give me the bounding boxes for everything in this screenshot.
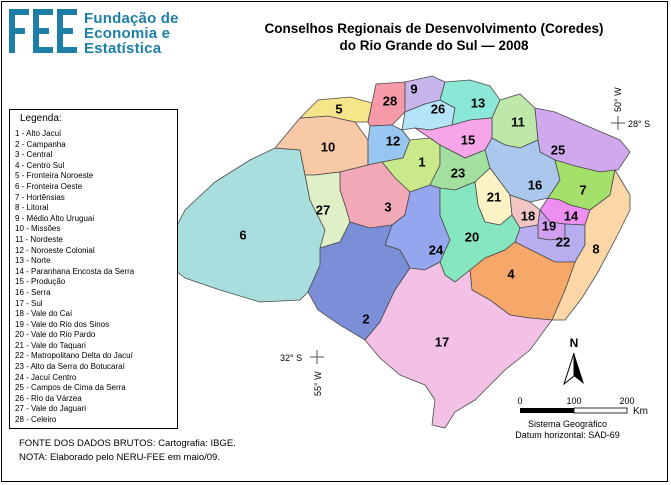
legend-item: 22 - Matropolitano Delta do Jacuí — [15, 351, 133, 361]
region-label-15: 15 — [461, 133, 475, 148]
region-label-16: 16 — [528, 178, 542, 193]
legend-item: 14 - Paranhana Encosta da Serra — [15, 266, 135, 276]
fee-logo: Fundação de Economia e Estatística — [9, 7, 209, 59]
region-label-4: 4 — [507, 267, 515, 282]
geo-system-note: Sistema Geográfico Datum horizontal: SAD… — [505, 419, 630, 441]
fee-logo-mark — [9, 9, 77, 53]
legend-item: 1 - Alto Jacuí — [15, 129, 62, 138]
legend-item: 12 - Noroeste Colonial — [15, 245, 95, 255]
scale-tick-0: 0 — [517, 396, 522, 406]
region-label-2: 2 — [362, 312, 369, 327]
legend-item: 16 - Serra — [15, 287, 51, 297]
legend-list: 1 - Alto Jacuí 2 - Campanha 3 - Central 4 -… — [15, 129, 134, 426]
legend-item: 19 - Vale do Rio dos Sinos — [15, 319, 110, 329]
region-label-21: 21 — [487, 190, 501, 205]
legend-item: 17 - Sul — [15, 298, 43, 308]
legend-item: 4 - Centro Sul — [15, 160, 65, 170]
legend-item: 21 - Vale do Taquari — [15, 340, 86, 350]
legend-item: 8 - Litoral — [15, 203, 49, 213]
geo-system-line-1: Sistema Geográfico — [527, 419, 608, 429]
legend-item: 18 - Vale do Caí — [15, 309, 73, 319]
legend-item: 15 - Produção — [15, 277, 66, 287]
region-6[interactable] — [159, 147, 326, 303]
region-label-6: 6 — [239, 228, 246, 243]
legend-item: 11 - Nordeste — [15, 234, 63, 244]
scale-tick-200: 200 — [619, 396, 634, 406]
region-label-22: 22 — [556, 235, 570, 250]
legend-item: 10 - Missões — [15, 224, 61, 234]
region-label-25: 25 — [551, 143, 565, 158]
coordinate-cross-bottom: 32° S 55° W — [280, 350, 324, 396]
coordinate-cross-top: 28° S 50° W — [611, 87, 650, 130]
footer-source: FONTE DOS DADOS BRUTOS: Cartografia: IBG… — [19, 438, 236, 449]
region-label-20: 20 — [465, 230, 479, 245]
map-title-line-1: Conselhos Regionais de Desenvolvimento (… — [264, 21, 604, 36]
region-label-24: 24 — [429, 243, 444, 258]
region-label-23: 23 — [451, 166, 465, 181]
geo-system-line-2: Datum horizontal: SAD-69 — [515, 430, 620, 440]
region-label-17: 17 — [435, 335, 449, 350]
region-label-19: 19 — [542, 219, 556, 234]
logo-line-2: Economia e — [84, 25, 171, 42]
footer-note: NOTA: Elaborado pelo NERU-FEE em maio/09… — [19, 452, 220, 463]
region-label-18: 18 — [521, 209, 535, 224]
region-label-3: 3 — [384, 200, 391, 215]
legend-item: 2 - Campanha — [15, 139, 66, 149]
legend-item: 13 - Norte — [15, 256, 51, 266]
region-label-28: 28 — [383, 94, 397, 109]
region-label-1: 1 — [418, 155, 425, 170]
legend-item: 6 - Fronteira Oeste — [15, 181, 83, 191]
legend-item: 24 - Jacuí Centro — [15, 372, 77, 382]
legend-box: Legenda: 1 - Alto Jacuí 2 - Campanha 3 - C… — [9, 109, 178, 429]
north-label: N — [570, 336, 579, 350]
region-label-11: 11 — [511, 115, 525, 130]
scale-unit: Km — [633, 406, 648, 417]
lat-label-bottom: 32° S — [280, 353, 302, 363]
region-28[interactable] — [367, 81, 406, 127]
scale-tick-100: 100 — [566, 396, 581, 406]
legend-item: 7 - Hortênsias — [15, 192, 65, 202]
region-label-27: 27 — [316, 203, 330, 218]
lat-label-top: 28° S — [628, 119, 650, 129]
north-arrow-icon: N — [563, 336, 584, 386]
logo-line-1: Fundação de — [84, 10, 179, 27]
legend-item: 26 - Rio da Várzea — [15, 393, 82, 403]
legend-item: 9 - Médio Alto Uruguai — [15, 213, 95, 223]
region-label-14: 14 — [564, 209, 579, 224]
legend-item: 5 - Fronteira Noroeste — [15, 171, 94, 181]
region-label-8: 8 — [592, 242, 599, 257]
legend-item: 25 - Campos de Cima da Serra — [15, 383, 126, 393]
logo-line-3: Estatística — [84, 40, 162, 57]
region-label-7: 7 — [579, 183, 586, 198]
region-label-26: 26 — [431, 102, 445, 117]
region-label-10: 10 — [321, 140, 335, 155]
region-label-9: 9 — [410, 82, 417, 97]
map-title: Conselhos Regionais de Desenvolvimento (… — [224, 20, 644, 54]
legend-item: 28 - Celeiro — [15, 415, 57, 425]
region-label-13: 13 — [471, 96, 485, 111]
scale-bar: 0 100 200 Km — [517, 396, 648, 417]
region-17[interactable] — [364, 261, 553, 429]
map-title-line-2: do Rio Grande do Sul — 2008 — [339, 38, 529, 53]
region-label-5: 5 — [335, 102, 342, 117]
legend-title: Legenda: — [20, 113, 62, 124]
legend-item: 23 - Alto da Serra do Botucaraí — [15, 362, 125, 372]
legend-item: 27 - Vale do Jaguari — [15, 404, 87, 414]
legend-item: 3 - Central — [15, 150, 53, 160]
legend-item: 20 - Vale do Rio Pardo — [15, 330, 96, 340]
lon-label-bottom: 55° W — [313, 371, 323, 396]
region-label-12: 12 — [386, 134, 400, 149]
lon-label-top: 50° W — [613, 87, 623, 112]
